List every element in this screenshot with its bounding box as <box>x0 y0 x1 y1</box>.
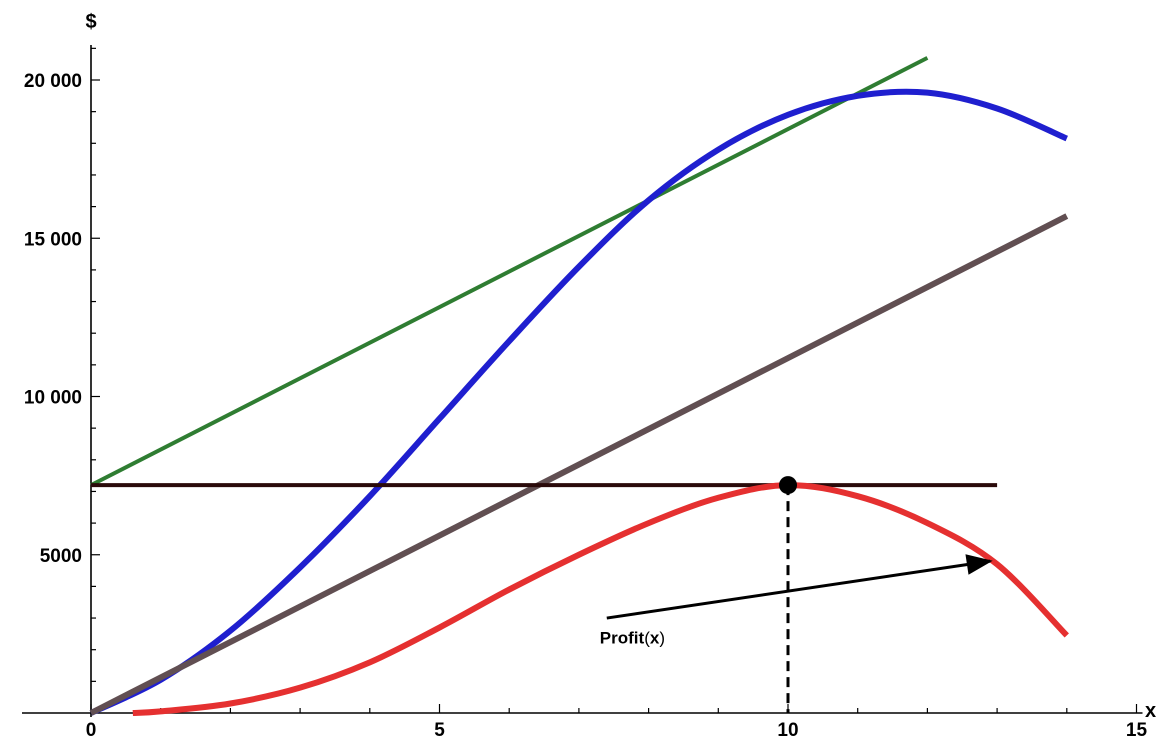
x-tick-label: 5 <box>434 720 445 741</box>
max-profit-point <box>779 476 797 495</box>
y-tick-label: 20 000 <box>24 71 82 92</box>
profit-annotation-label: Profit(x) <box>600 628 665 647</box>
y-axis-label: $ <box>85 11 96 33</box>
y-tick-label: 10 000 <box>24 388 82 409</box>
series-line-4 <box>132 482 1069 716</box>
profit-annotation-arrow <box>606 554 993 620</box>
series-line-0 <box>90 56 929 487</box>
overlay: Profit(x) <box>600 476 993 713</box>
x-tick-label: 10 <box>777 720 798 741</box>
x-axis-label: x <box>1145 700 1156 722</box>
y-tick-label: 5000 <box>40 546 82 567</box>
x-tick-label: 0 <box>86 720 97 741</box>
y-tick-label: 15 000 <box>24 229 82 250</box>
axes: 0 5 10 15 5000 10 000 15 000 20 000 x $ <box>22 11 1156 741</box>
series-line-2 <box>89 213 1069 716</box>
x-tick-label: 15 <box>1126 720 1148 741</box>
series-line-1 <box>89 88 1068 716</box>
series-layer <box>89 56 1069 716</box>
